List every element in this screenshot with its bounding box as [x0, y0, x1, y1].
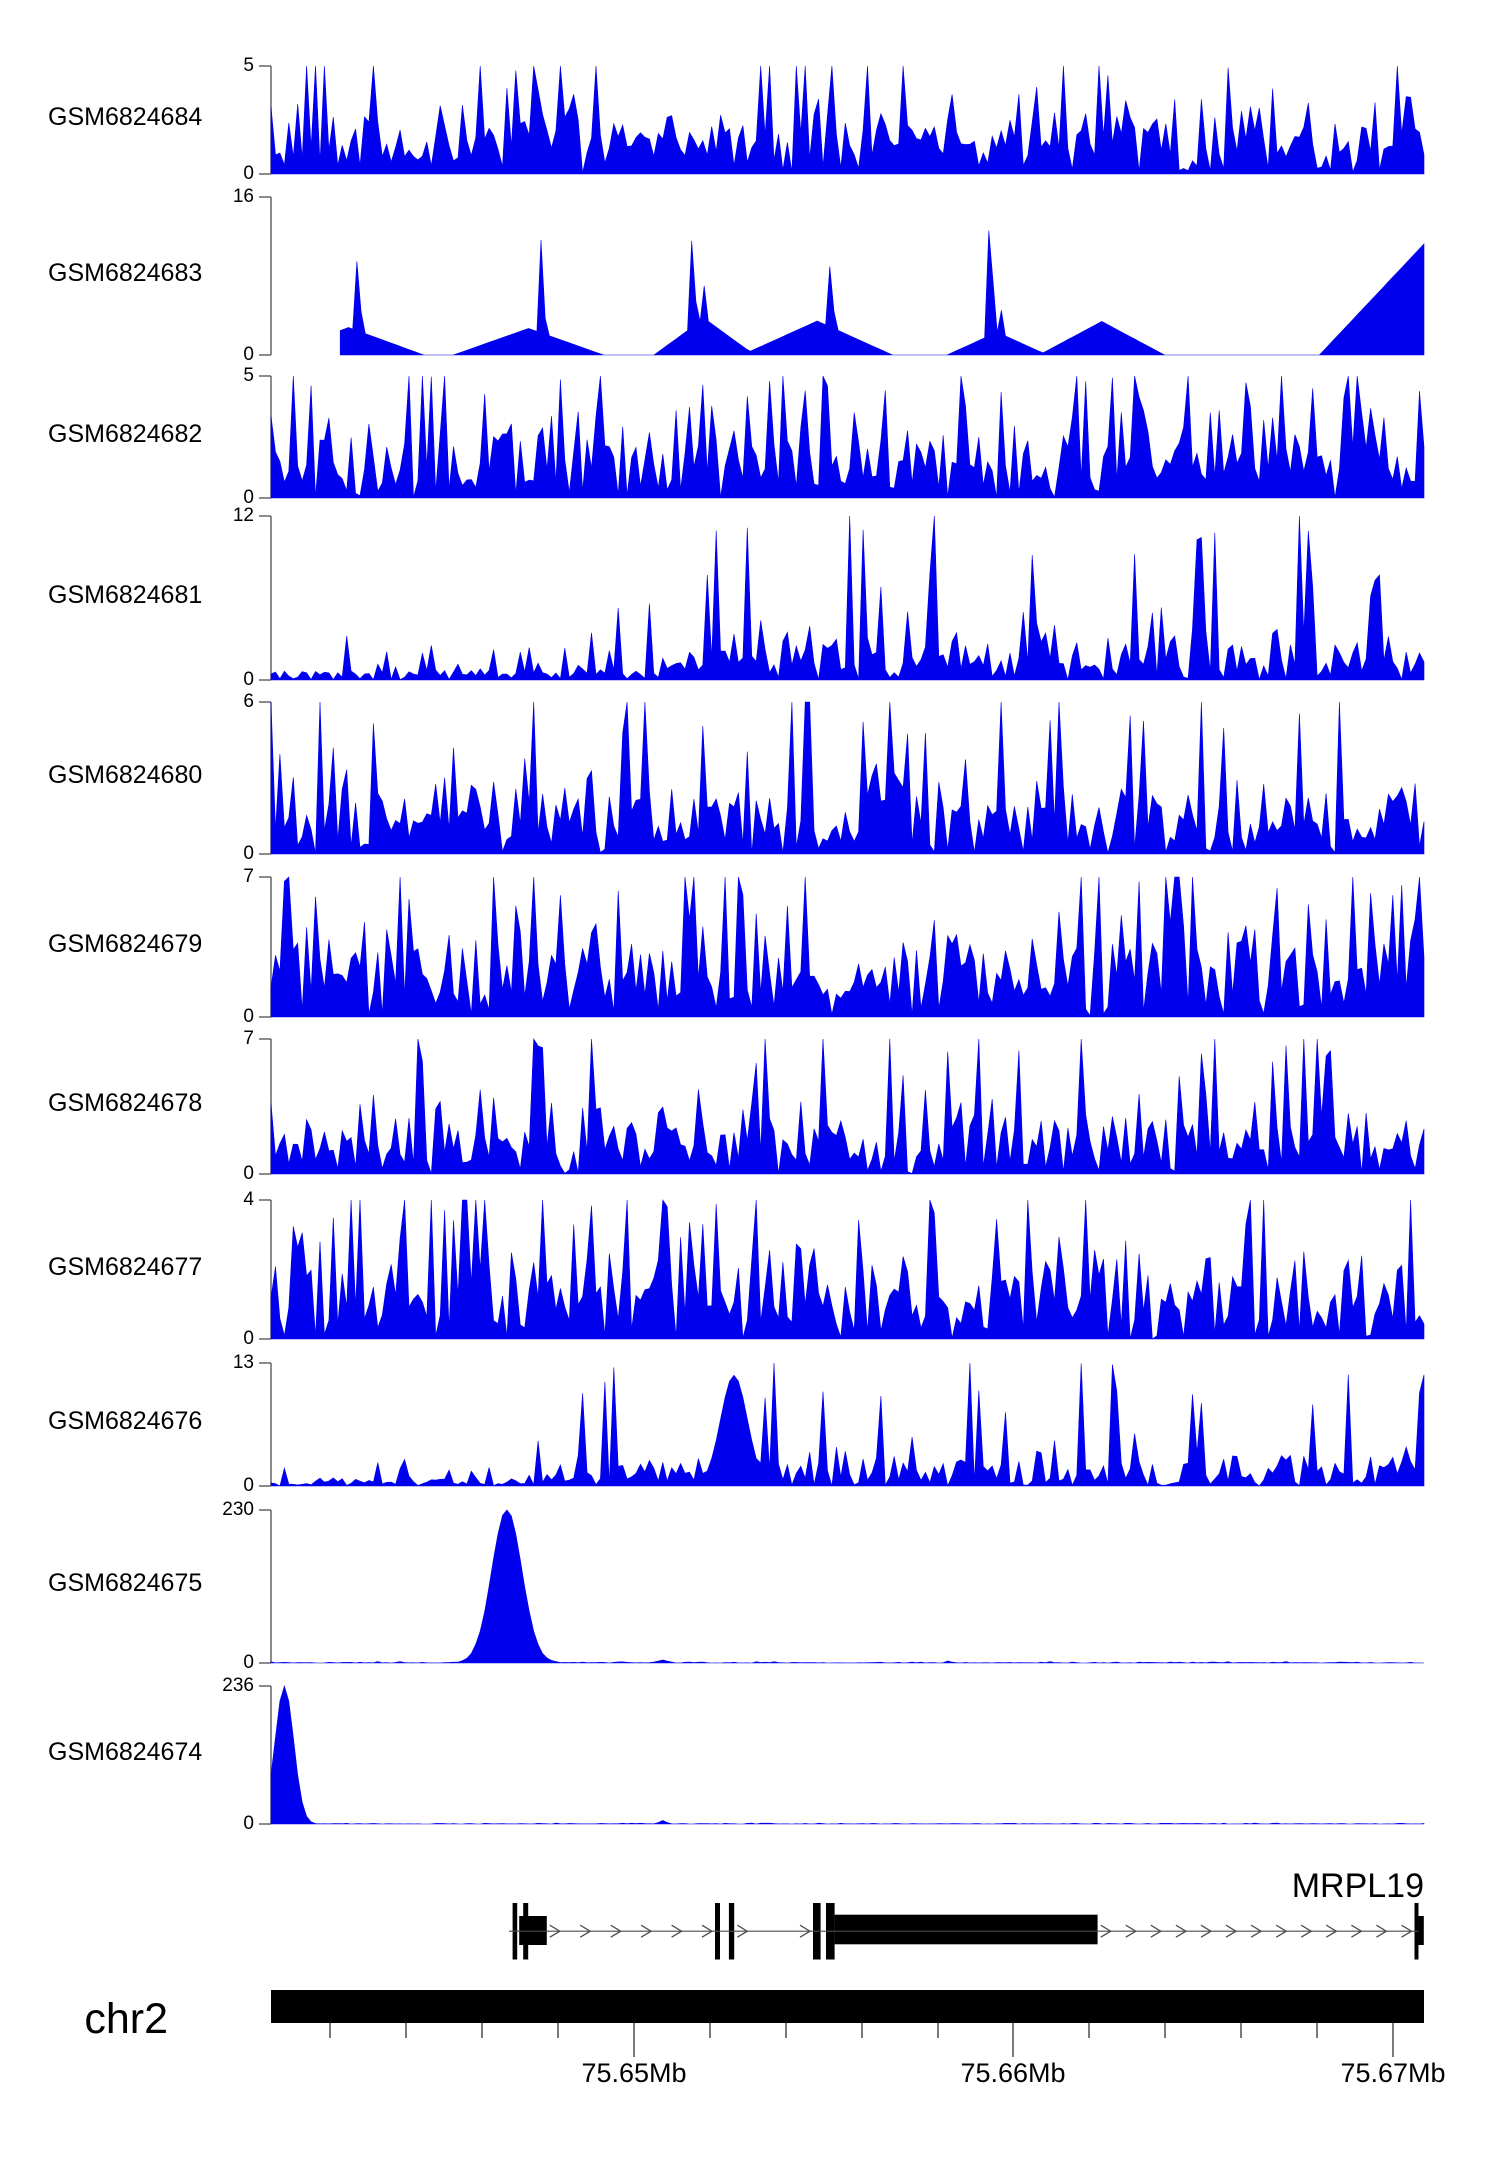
- svg-text:75.66Mb: 75.66Mb: [960, 2058, 1065, 2088]
- svg-text:75.65Mb: 75.65Mb: [581, 2058, 686, 2088]
- svg-text:chr2: chr2: [84, 1995, 168, 2043]
- svg-text:MRPL19: MRPL19: [1292, 1867, 1424, 1905]
- svg-text:75.67Mb: 75.67Mb: [1340, 2058, 1445, 2088]
